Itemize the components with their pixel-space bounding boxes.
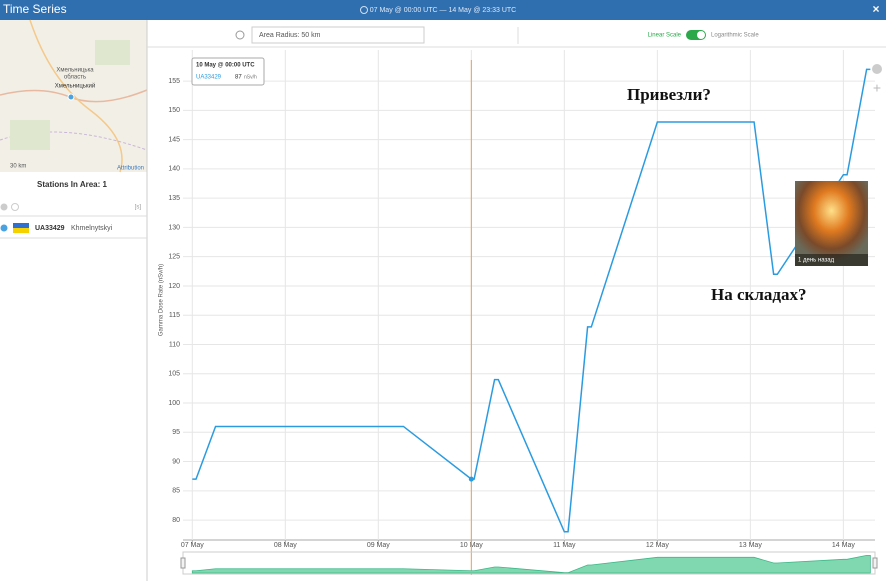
flag (13, 228, 29, 233)
select-none[interactable] (11, 203, 19, 211)
station-id[interactable]: UA33429 (35, 225, 65, 232)
map-scale: 30 km (10, 164, 26, 170)
x-tick-label: 12 May (646, 542, 669, 549)
log-scale[interactable]: Logarithmic Scale (711, 33, 759, 39)
map-label: Хмельницький (55, 83, 95, 90)
add-icon[interactable]: + (873, 80, 881, 96)
x-tick-label: 08 May (274, 542, 297, 549)
y-tick-label: 125 (168, 254, 180, 261)
map-road (29, 19, 123, 173)
header-range: 07 May @ 00:00 UTC — 14 May @ 23:33 UTC (370, 7, 517, 14)
y-tick-label: 105 (168, 371, 180, 378)
y-tick-label: 155 (168, 78, 180, 85)
header-title: Time Series (3, 2, 67, 16)
y-tick-label: 90 (172, 458, 180, 465)
annotation: На складах? (711, 285, 806, 304)
image-caption-bg (795, 254, 868, 266)
y-tick-label: 130 (168, 224, 180, 231)
y-tick-label: 85 (172, 488, 180, 495)
annotation-image (795, 181, 868, 266)
select-all[interactable] (0, 203, 8, 211)
y-tick-label: 145 (168, 136, 180, 143)
station-dot[interactable] (0, 224, 8, 232)
stations-title: Stations In Area: 1 (37, 180, 107, 189)
series-line (192, 68, 871, 533)
annotation: Привезли? (627, 85, 711, 104)
radius-label[interactable]: Area Radius: 50 km (259, 32, 321, 39)
tooltip: 10 May @ 00:00 UTC UA33429 87 nSv/h (191, 57, 265, 86)
x-tick-label: 09 May (367, 542, 390, 549)
y-tick-label: 150 (168, 107, 180, 114)
navigator-area (191, 554, 871, 574)
tooltip-box (191, 57, 265, 86)
map-attribution[interactable]: Attribution (117, 166, 144, 172)
header-bar (0, 0, 886, 20)
x-tick-label: 13 May (739, 542, 762, 549)
map-label: область (64, 75, 86, 81)
y-tick-label: 80 (172, 517, 180, 524)
y-tick-label: 110 (169, 341, 180, 348)
tooltip-series: UA33429 (196, 75, 222, 81)
y-tick-label: 140 (168, 166, 180, 173)
switch-knob (697, 31, 705, 39)
toggle[interactable]: [s] (135, 205, 142, 211)
linear-scale[interactable]: Linear Scale (648, 33, 682, 39)
radius-icon[interactable] (235, 30, 245, 40)
map-border (0, 131, 148, 151)
info-icon[interactable] (872, 64, 882, 74)
tooltip-value: 87 (235, 75, 242, 81)
x-tick-label: 11 May (553, 542, 576, 549)
navigator-handle[interactable] (872, 557, 878, 569)
station-marker[interactable] (67, 93, 75, 101)
tooltip-unit: nSv/h (244, 74, 257, 80)
map-label: Хмельницька (56, 68, 94, 74)
radius-select[interactable] (251, 26, 425, 44)
y-tick-label: 135 (168, 195, 180, 202)
tooltip-title: 10 May @ 00:00 UTC (196, 63, 255, 69)
y-tick-label: 95 (172, 429, 180, 436)
navigator-handle[interactable] (180, 557, 186, 569)
image-caption: 1 день назад (798, 258, 835, 264)
y-axis-title: Gamma Dose Rate (nSv/h) (159, 264, 165, 336)
flag (13, 223, 29, 228)
clock-icon (360, 6, 368, 14)
x-tick-label: 07 May (181, 542, 204, 549)
station-name[interactable]: Khmelnytskyi (71, 225, 113, 232)
x-tick-label: 14 May (832, 542, 855, 549)
map-area (95, 40, 130, 65)
map-area (10, 120, 50, 150)
y-tick-label: 115 (169, 312, 180, 319)
y-tick-label: 100 (168, 400, 180, 407)
y-tick-label: 120 (168, 283, 180, 290)
hover-point (468, 476, 474, 482)
close-button[interactable]: × (872, 2, 879, 16)
